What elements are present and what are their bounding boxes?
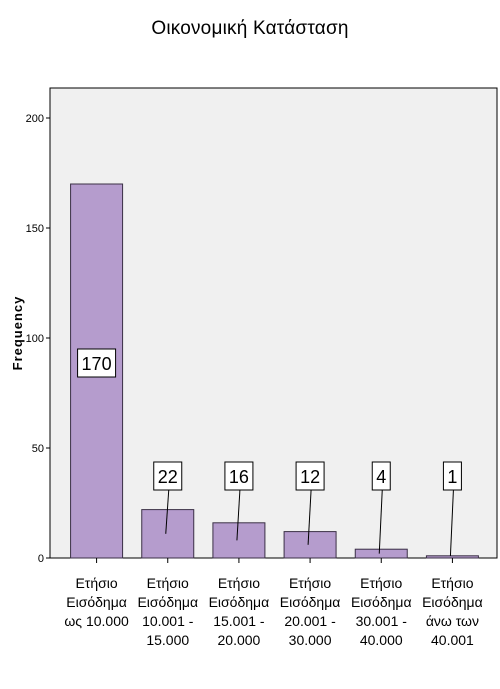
x-tick-label-line: ως 10.000 — [64, 613, 129, 629]
x-tick-label-line: 30.000 — [289, 632, 332, 648]
y-axis-label: Frequency — [10, 296, 25, 371]
x-tick-label: Ετήσιο Εισόδημα 30.001 - 40.000 — [351, 575, 412, 648]
data-label: 12 — [300, 467, 320, 487]
x-tick-label-line: Ετήσιο — [289, 575, 331, 591]
x-tick-label-line: άνω των — [426, 613, 479, 629]
data-label-box — [295, 461, 325, 491]
x-tick-label-line: 15.000 — [146, 632, 189, 648]
x-tick-label-line: 20.001 - — [284, 613, 336, 629]
x-tick-label-line: Ετήσιο — [147, 575, 189, 591]
x-tick-label-line: 20.000 — [218, 632, 261, 648]
x-tick-label-line: Εισόδημα — [351, 594, 412, 610]
x-tick-label: Ετήσιο Εισόδημα 20.001 - 30.000 — [280, 575, 341, 648]
x-tick-label-line: 10.001 - — [142, 613, 194, 629]
y-tick-label: 50 — [32, 443, 44, 455]
data-label-box — [224, 461, 254, 491]
y-tick-label: 0 — [38, 553, 44, 565]
data-label-box — [77, 348, 117, 378]
y-tick-label: 200 — [26, 113, 44, 125]
bar — [425, 555, 479, 559]
x-tick-label: Ετήσιο Εισόδημα ως 10.000 — [64, 575, 129, 629]
data-label-leader — [307, 489, 312, 545]
data-label: 16 — [229, 467, 249, 487]
data-label: 4 — [376, 467, 386, 487]
data-label-leader — [449, 489, 454, 557]
data-label-leader — [378, 489, 383, 554]
y-tick-label: 100 — [26, 333, 44, 345]
chart-title: Οικονομική Κατάσταση — [151, 18, 349, 39]
data-label: 22 — [158, 467, 178, 487]
data-label-box — [371, 461, 391, 491]
data-label-leader — [236, 489, 241, 541]
x-tick-label-line: Ετήσιο — [218, 575, 260, 591]
data-label-box — [442, 461, 462, 491]
y-tick-label: 150 — [26, 223, 44, 235]
bar — [283, 531, 337, 559]
bar — [141, 509, 195, 559]
plot-area — [49, 87, 498, 559]
x-tick-label-line: 15.001 - — [213, 613, 265, 629]
x-tick-label: Ετήσιο Εισόδημα άνω των 40.001 — [422, 575, 483, 648]
bar — [354, 548, 408, 559]
data-label: 1 — [447, 467, 457, 487]
x-tick-label-line: Εισόδημα — [422, 594, 483, 610]
x-tick-label-line: Ετήσιο — [431, 575, 473, 591]
x-tick-label-line: 40.001 — [431, 632, 474, 648]
x-tick-label-line: 40.000 — [360, 632, 403, 648]
x-tick-label: Ετήσιο Εισόδημα 15.001 - 20.000 — [209, 575, 270, 648]
x-tick-label-line: Εισόδημα — [137, 594, 198, 610]
x-tick-label-line: Εισόδημα — [66, 594, 127, 610]
data-label: 170 — [82, 354, 112, 374]
x-tick-label-line: Εισόδημα — [209, 594, 270, 610]
x-tick-label: Ετήσιο Εισόδημα 10.001 - 15.000 — [137, 575, 198, 648]
data-label-leader — [165, 489, 170, 534]
x-tick-label-line: Ετήσιο — [75, 575, 117, 591]
x-tick-label-line: 30.001 - — [356, 613, 408, 629]
bar — [212, 522, 266, 559]
data-label-box — [153, 461, 183, 491]
x-tick-label-line: Ετήσιο — [360, 575, 402, 591]
x-tick-label-line: Εισόδημα — [280, 594, 341, 610]
